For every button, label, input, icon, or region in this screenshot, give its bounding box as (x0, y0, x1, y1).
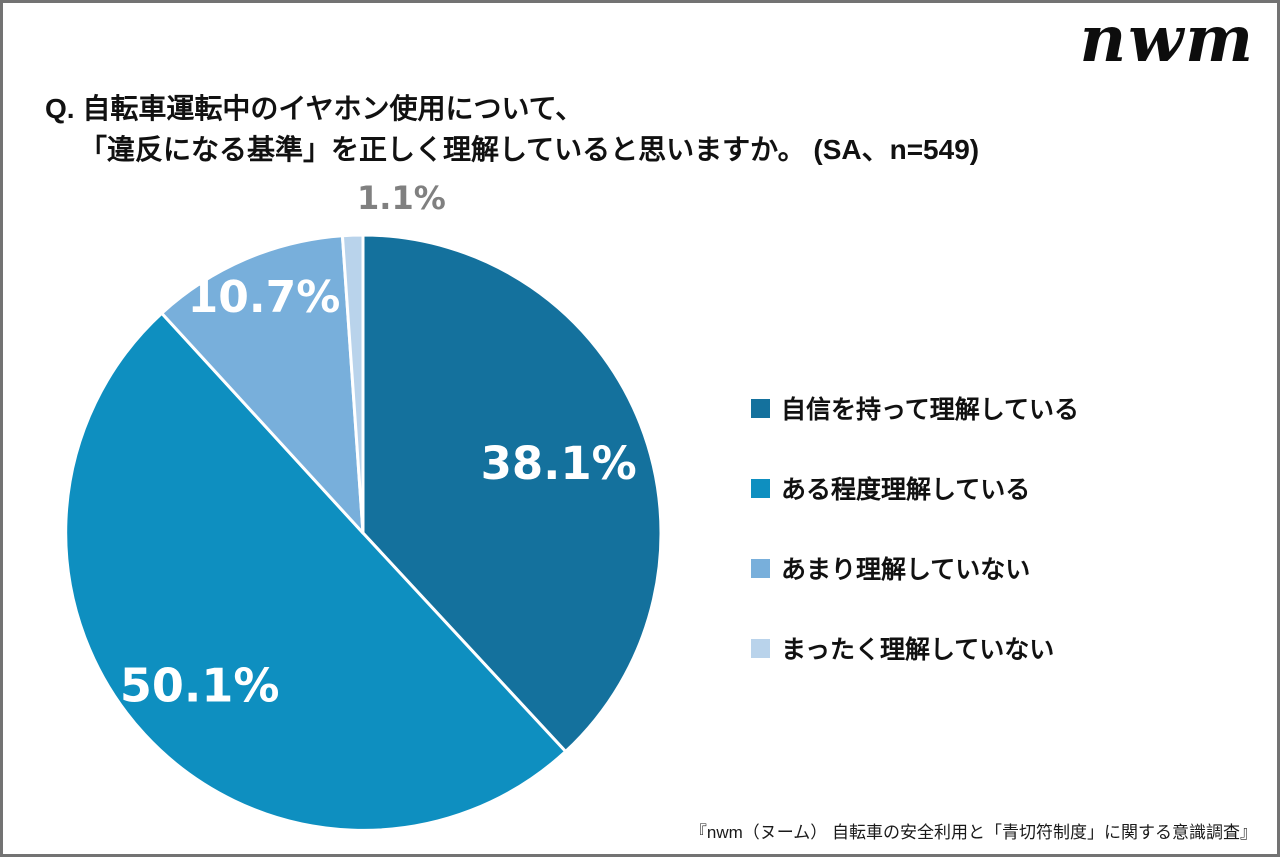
question-title: Q. 自転車運転中のイヤホン使用について、 「違反になる基準」を正しく理解してい… (45, 89, 979, 170)
legend-marker-medium-blue (751, 478, 770, 498)
legend-item-3: まったく理解していない (751, 630, 1079, 666)
legend-label: 自信を持って理解している (781, 396, 1080, 424)
legend-marker-pale-blue (751, 638, 770, 658)
pie-value-label-2: 10.7% (188, 272, 341, 323)
legend-label: まったく理解していない (781, 636, 1055, 664)
legend-label: あまり理解していない (781, 556, 1031, 584)
pie-chart: 38.1% 50.1% 10.7% 1.1% (64, 179, 663, 832)
pie-slice-2 (160, 234, 365, 535)
chart-legend: 自信を持って理解している ある程度理解している あまり理解していない まったく理… (751, 390, 1079, 666)
pie-slice-1 (64, 311, 568, 832)
question-title-line-2: 「違反になる基準」を正しく理解していると思いますか。 (SA、n=549) (79, 133, 980, 165)
legend-item-0: 自信を持って理解している (751, 390, 1079, 426)
legend-marker-light-blue (751, 558, 770, 578)
pie-value-label-0: 38.1% (481, 437, 637, 490)
survey-source-caption: 『nwm（ヌーム） 自転車の安全利用と「青切符制度」に関する意識調査』 (689, 823, 1257, 842)
pie-value-label-1: 50.1% (120, 658, 280, 712)
question-title-line-1: Q. 自転車運転中のイヤホン使用について、 (45, 93, 584, 124)
nwm-logo: nwm (1079, 2, 1255, 77)
legend-marker-dark-blue (751, 398, 770, 418)
pie-value-label-3: 1.1% (357, 179, 446, 217)
pie-slice-0 (361, 233, 663, 754)
legend-label: ある程度理解している (781, 476, 1031, 504)
legend-item-2: あまり理解していない (751, 550, 1079, 586)
legend-item-1: ある程度理解している (751, 470, 1079, 506)
pie-slice-3 (340, 233, 365, 535)
